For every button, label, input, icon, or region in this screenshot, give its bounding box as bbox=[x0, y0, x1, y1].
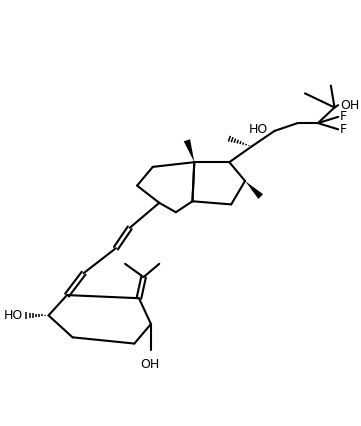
Text: F: F bbox=[340, 110, 347, 124]
Text: OH: OH bbox=[340, 98, 359, 112]
Text: HO: HO bbox=[4, 309, 23, 322]
Text: HO: HO bbox=[249, 123, 268, 136]
Polygon shape bbox=[184, 139, 194, 162]
Text: F: F bbox=[340, 123, 347, 136]
Text: OH: OH bbox=[140, 358, 160, 371]
Polygon shape bbox=[245, 181, 263, 199]
